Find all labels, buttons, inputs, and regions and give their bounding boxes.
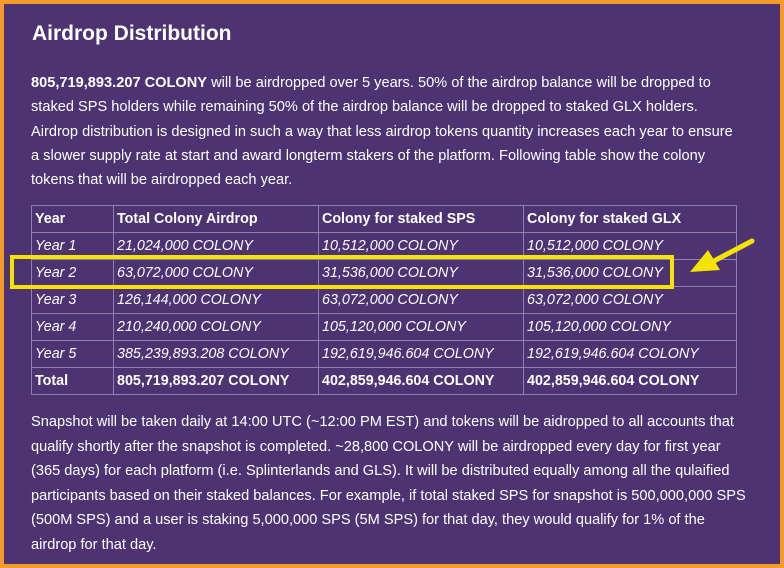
total-cell: 126,144,000 COLONY [113,286,319,314]
table-row: Year 2 63,072,000 COLONY 31,536,000 COLO… [31,259,737,287]
header-sps: Colony for staked SPS [318,205,524,233]
table-total-row: Total 805,719,893.207 COLONY 402,859,946… [31,367,737,395]
glx-cell: 402,859,946.604 COLONY [523,367,737,395]
table-header-row: Year Total Colony Airdrop Colony for sta… [31,205,737,233]
total-label-cell: Total [31,367,114,395]
header-year: Year [31,205,114,233]
total-cell: 385,239,893.208 COLONY [113,340,319,368]
table-row: Year 5 385,239,893.208 COLONY 192,619,94… [31,340,737,368]
glx-cell: 63,072,000 COLONY [523,286,737,314]
sps-cell: 31,536,000 COLONY [318,259,524,287]
intro-paragraph: 805,719,893.207 COLONY will be airdroppe… [31,71,743,192]
airdrop-table: Year Total Colony Airdrop Colony for sta… [31,205,737,395]
table-row: Year 3 126,144,000 COLONY 63,072,000 COL… [31,286,737,314]
sps-cell: 63,072,000 COLONY [318,286,524,314]
snapshot-paragraph: Snapshot will be taken daily at 14:00 UT… [31,414,746,553]
sps-cell: 402,859,946.604 COLONY [318,367,524,395]
year-cell: Year 4 [31,313,114,341]
total-cell: 63,072,000 COLONY [113,259,319,287]
glx-cell: 192,619,946.604 COLONY [523,340,737,368]
header-glx: Colony for staked GLX [523,205,737,233]
table-row: Year 4 210,240,000 COLONY 105,120,000 CO… [31,313,737,341]
page-title: Airdrop Distribution [32,22,232,45]
sps-cell: 105,120,000 COLONY [318,313,524,341]
year-cell: Year 3 [31,286,114,314]
airdrop-amount: 805,719,893.207 COLONY [31,75,208,91]
glx-cell: 105,120,000 COLONY [523,313,737,341]
header-total: Total Colony Airdrop [113,205,319,233]
content-panel: Airdrop Distribution 805,719,893.207 COL… [4,4,780,564]
arrow-icon [690,238,755,272]
intro-text: will be airdropped over 5 years. 50% of … [31,75,733,189]
year-2-highlight-box [10,255,674,289]
total-cell: 210,240,000 COLONY [113,313,319,341]
year-cell: Year 5 [31,340,114,368]
sps-cell: 192,619,946.604 COLONY [318,340,524,368]
total-cell: 805,719,893.207 COLONY [113,367,319,395]
